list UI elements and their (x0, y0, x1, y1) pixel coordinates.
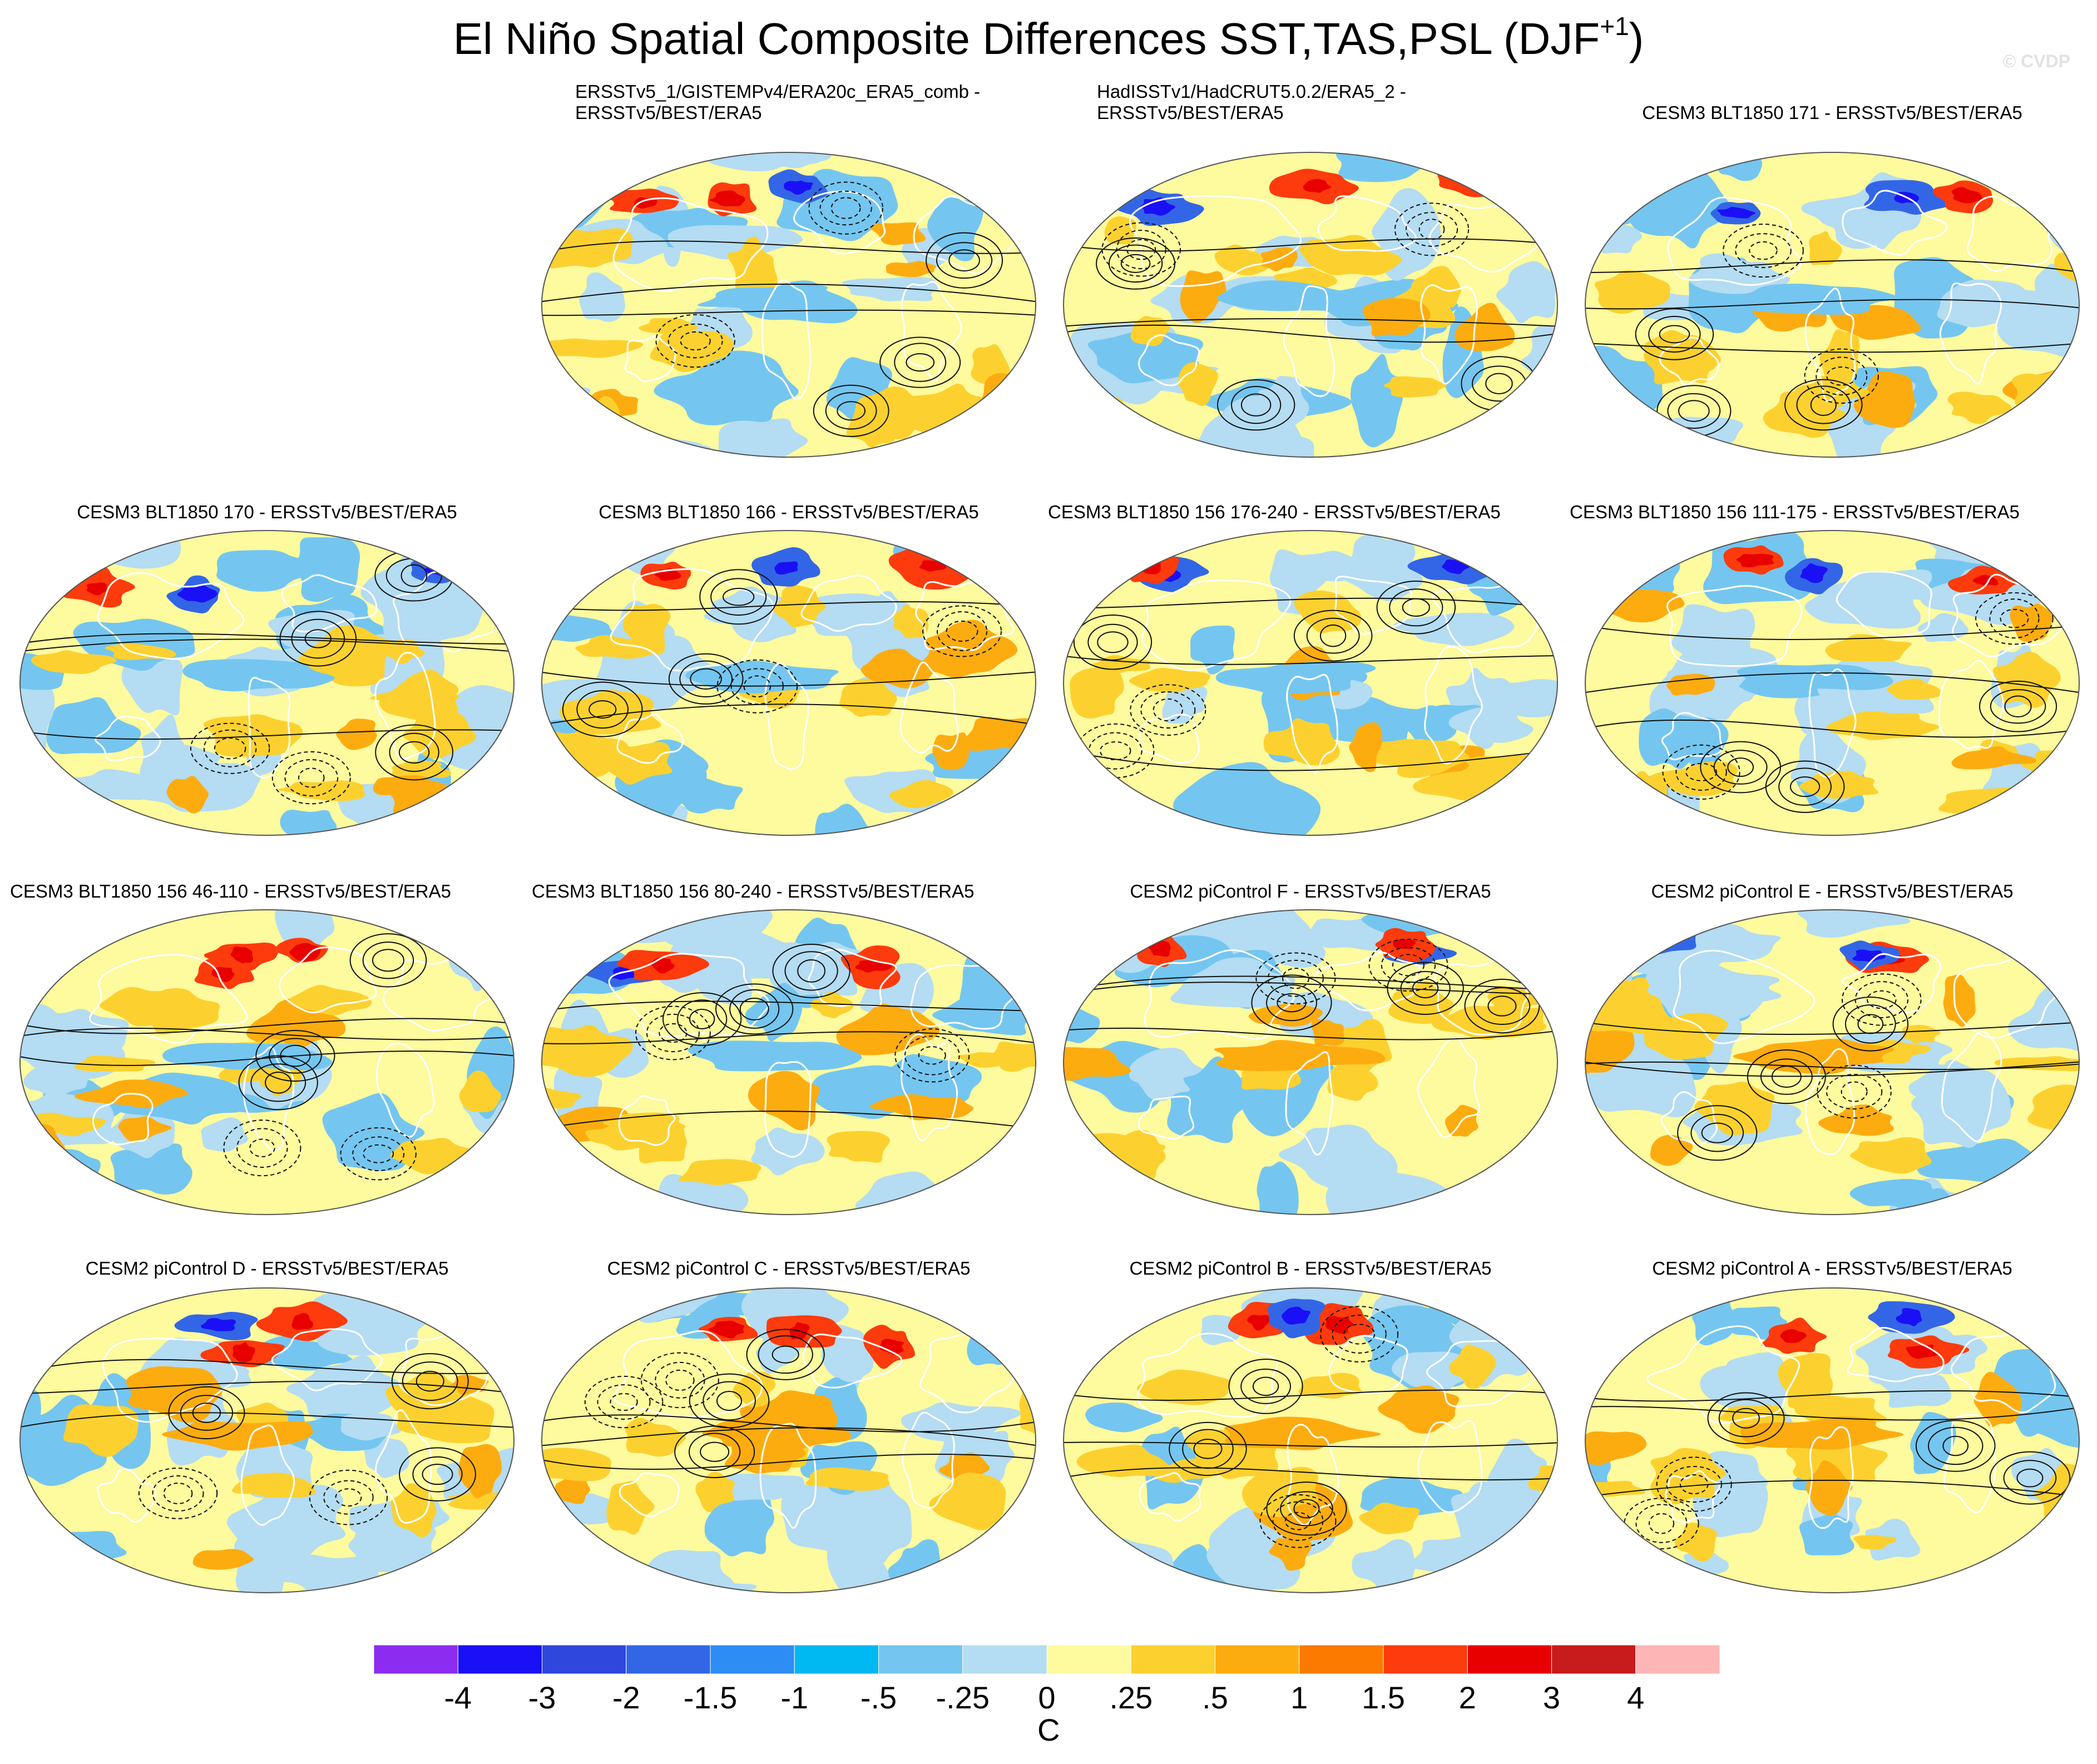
panel-title: CESM2 piControl A - ERSSTv5/BEST/ERA5 (1610, 1258, 2055, 1279)
colorbar-tick-label: -1 (780, 1680, 809, 1715)
colorbar-tick-label: -1.5 (683, 1680, 738, 1715)
colorbar-tick-label: -.25 (936, 1680, 990, 1715)
colorbar-swatch (794, 1644, 879, 1674)
colorbar-tick-label: 2 (1458, 1680, 1476, 1715)
composite-map (19, 909, 515, 1215)
panel-title: ERSSTv5_1/GISTEMPv4/ERA20c_ERA5_comb - ER… (575, 81, 980, 123)
colorbar-swatch (457, 1644, 542, 1674)
colorbar-tick-label: -4 (444, 1680, 472, 1715)
composite-map (1585, 1287, 2080, 1593)
panel-title-line: CESM3 BLT1850 156 176-240 - ERSSTv5/BEST… (1048, 502, 1501, 522)
colorbar-swatch (626, 1644, 711, 1674)
composite-map (1063, 1287, 1558, 1593)
composite-map (1585, 530, 2080, 836)
colorbar-tick-label: -.5 (860, 1680, 897, 1715)
composite-map (19, 1287, 515, 1593)
composite-map (1585, 909, 2080, 1215)
colorbar-tick-label: 3 (1542, 1680, 1561, 1715)
panel-title-line: CESM3 BLT1850 166 - ERSSTv5/BEST/ERA5 (599, 502, 979, 522)
colorbar-swatch (1046, 1644, 1131, 1674)
panel-title-line: CESM3 BLT1850 156 111-175 - ERSSTv5/BEST… (1570, 502, 2020, 522)
colorbar-swatch (1635, 1644, 1720, 1674)
cvdp-watermark: © CVDP (2002, 51, 2070, 71)
colorbar-tick-label: -3 (528, 1680, 556, 1715)
panel-title: CESM3 BLT1850 171 - ERSSTv5/BEST/ERA5 (1610, 102, 2055, 123)
composite-map (541, 152, 1036, 458)
colorbar-tick-label: 0 (1038, 1680, 1056, 1715)
panel-title-line: CESM2 piControl C - ERSSTv5/BEST/ERA5 (607, 1258, 971, 1279)
panel-title: CESM3 BLT1850 156 176-240 - ERSSTv5/BEST… (1048, 502, 1501, 523)
panel-title-line: CESM3 BLT1850 156 80-240 - ERSSTv5/BEST/… (532, 881, 975, 901)
composite-map (1063, 152, 1558, 458)
colorbar-swatch (1467, 1644, 1552, 1674)
composite-map (541, 909, 1036, 1215)
panel-title: CESM3 BLT1850 156 80-240 - ERSSTv5/BEST/… (532, 881, 974, 902)
panel-title: CESM3 BLT1850 156 46-110 - ERSSTv5/BEST/… (10, 881, 451, 902)
panel-title: CESM2 piControl D - ERSSTv5/BEST/ERA5 (44, 1258, 489, 1279)
panel-title-line: CESM3 BLT1850 156 46-110 - ERSSTv5/BEST/… (10, 881, 451, 901)
panel-title-line: CESM2 piControl A - ERSSTv5/BEST/ERA5 (1652, 1258, 2012, 1279)
colorbar-swatch (1299, 1644, 1384, 1674)
panel-title: CESM3 BLT1850 170 - ERSSTv5/BEST/ERA5 (44, 502, 489, 523)
panel-title: CESM2 piControl E - ERSSTv5/BEST/ERA5 (1610, 881, 2055, 902)
panel-title: HadISSTv1/HadCRUT5.0.2/ERA5_2 - ERSSTv5/B… (1097, 81, 1406, 123)
panel-title: CESM2 piControl B - ERSSTv5/BEST/ERA5 (1088, 1258, 1533, 1279)
colorbar-swatch (710, 1644, 795, 1674)
panel-title-line: HadISSTv1/HadCRUT5.0.2/ERA5_2 - (1097, 81, 1406, 102)
composite-map (1063, 530, 1558, 836)
colorbar-tick-label: -2 (612, 1680, 640, 1715)
composite-map (1585, 152, 2080, 458)
colorbar-swatch (878, 1644, 963, 1674)
panel-title: CESM3 BLT1850 166 - ERSSTv5/BEST/ERA5 (566, 502, 1011, 523)
composite-map (19, 530, 515, 836)
colorbar-swatch (1383, 1644, 1468, 1674)
panel-title-line: CESM3 BLT1850 170 - ERSSTv5/BEST/ERA5 (77, 502, 457, 522)
colorbar-swatch (542, 1644, 627, 1674)
figure-title: El Niño Spatial Composite Differences SS… (453, 12, 1644, 63)
panel-title-line: CESM2 piControl F - ERSSTv5/BEST/ERA5 (1130, 881, 1491, 901)
panel-title-line: CESM3 BLT1850 171 - ERSSTv5/BEST/ERA5 (1642, 102, 2022, 123)
composite-map (541, 1287, 1036, 1593)
colorbar-tick-label: 4 (1627, 1680, 1645, 1715)
colorbar-swatch (373, 1644, 458, 1674)
panel-title-line: ERSSTv5_1/GISTEMPv4/ERA20c_ERA5_comb - (575, 81, 981, 102)
colorbar-tick-label: .25 (1109, 1680, 1153, 1715)
colorbar-units: C (1037, 1712, 1060, 1747)
colorbar-swatch (1130, 1644, 1215, 1674)
panel-title-line: CESM2 piControl E - ERSSTv5/BEST/ERA5 (1651, 881, 2014, 901)
panel-title-line: ERSSTv5/BEST/ERA5 (575, 102, 762, 123)
composite-map (1063, 909, 1558, 1215)
panel-title: CESM2 piControl C - ERSSTv5/BEST/ERA5 (566, 1258, 1011, 1279)
colorbar-swatch (962, 1644, 1047, 1674)
colorbar-swatch (1551, 1644, 1636, 1674)
panel-title: CESM3 BLT1850 156 111-175 - ERSSTv5/BEST… (1570, 502, 2020, 523)
panel-title-line: CESM2 piControl B - ERSSTv5/BEST/ERA5 (1129, 1258, 1492, 1279)
colorbar-swatch (1215, 1644, 1300, 1674)
panel-title-line: ERSSTv5/BEST/ERA5 (1097, 102, 1284, 123)
colorbar-tick-label: 1.5 (1362, 1680, 1405, 1715)
colorbar-tick-label: 1 (1290, 1680, 1308, 1715)
colorbar-tick-label: .5 (1202, 1680, 1228, 1715)
panel-title-line: CESM2 piControl D - ERSSTv5/BEST/ERA5 (85, 1258, 449, 1279)
composite-map (541, 530, 1036, 836)
panel-title: CESM2 piControl F - ERSSTv5/BEST/ERA5 (1088, 881, 1533, 902)
